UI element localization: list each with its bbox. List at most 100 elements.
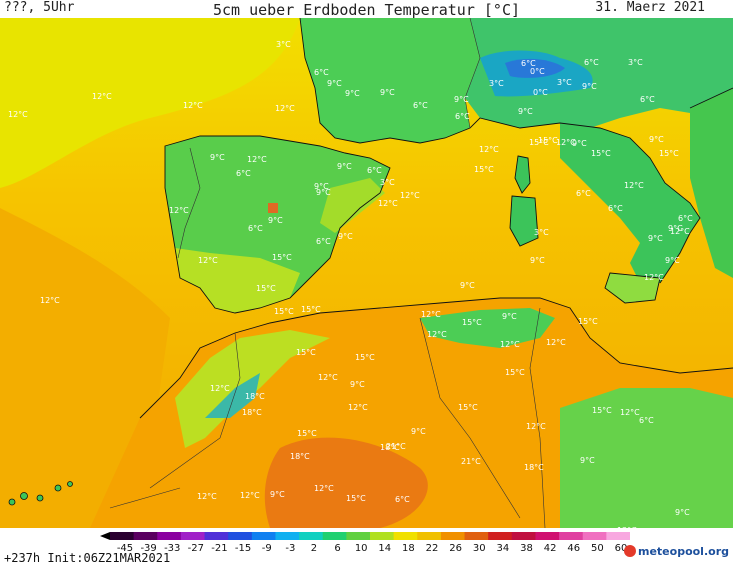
colorbar-segment — [110, 532, 135, 540]
temp-label: 9°C — [518, 107, 533, 116]
colorbar-tick: 2 — [310, 543, 318, 554]
temp-label: 3°C — [628, 58, 643, 67]
temp-label: 6°C — [316, 237, 331, 246]
sardinia-land — [510, 196, 538, 246]
temp-label: 12°C — [670, 227, 690, 236]
temp-label: 15°C — [297, 429, 317, 438]
temp-label: 15°C — [458, 403, 478, 412]
temp-label: 9°C — [350, 380, 365, 389]
colorbar-tick: -3 — [285, 543, 296, 554]
libya-cool-area — [560, 388, 733, 528]
temp-label: 21°C — [461, 457, 481, 466]
temp-label: 6°C — [236, 169, 251, 178]
temp-label: 9°C — [460, 281, 475, 290]
temp-label: 12°C — [644, 273, 664, 282]
temp-label: 12°C — [183, 101, 203, 110]
meteopool-logo[interactable]: meteopool.org — [624, 545, 729, 558]
alps-coldest-area — [505, 58, 565, 78]
temp-label: 9°C — [314, 182, 329, 191]
iberia-hot-spot — [268, 203, 278, 213]
temp-label: 15°C — [578, 317, 598, 326]
temp-label: 3°C — [276, 40, 291, 49]
atlantic-cool-area — [0, 18, 300, 188]
temp-label: 12°C — [427, 330, 447, 339]
colorbar-segment — [251, 532, 276, 540]
temp-label: 6°C — [521, 59, 536, 68]
colorbar-segment — [275, 532, 300, 540]
temp-label: 12°C — [210, 384, 230, 393]
colorbar-segment — [346, 532, 371, 540]
temp-label: 15°C — [256, 284, 276, 293]
temp-label: 12°C — [247, 155, 267, 164]
temp-label: 12°C — [378, 199, 398, 208]
temp-label: 15°C — [659, 149, 679, 158]
temp-label: 15°C — [301, 305, 321, 314]
temp-label: 12°C — [400, 191, 420, 200]
temp-label: 15°C — [592, 406, 612, 415]
temp-label: 18°C — [245, 392, 265, 401]
colorbar-tick: 22 — [425, 543, 439, 554]
temp-label: 15°C — [529, 138, 549, 147]
temp-label: 12°C — [275, 104, 295, 113]
colorbar-segment — [464, 532, 489, 540]
colorbar-segment — [535, 532, 560, 540]
temp-label: 12°C — [620, 408, 640, 417]
temp-label: 9°C — [668, 224, 683, 233]
canary-islands — [8, 481, 73, 506]
colorbar-tick: -15 — [234, 543, 252, 554]
colorbar-segment — [393, 532, 418, 540]
temp-label: 9°C — [268, 216, 283, 225]
temp-label: 9°C — [210, 153, 225, 162]
temp-label: 15°C — [474, 165, 494, 174]
colorbar-tick: 38 — [520, 543, 533, 554]
temp-label: 3°C — [489, 79, 504, 88]
balkan-land — [690, 88, 733, 278]
temp-label: 12°C — [526, 422, 546, 431]
colorbar-segment — [299, 532, 324, 540]
colorbar-tick: 14 — [378, 543, 392, 554]
temp-label: 6°C — [584, 58, 599, 67]
temp-label: 12°C — [8, 110, 28, 119]
temp-label: 12°C — [624, 181, 644, 190]
temp-label: 6°C — [395, 495, 410, 504]
atlas-cold-area — [205, 373, 260, 418]
temp-label: 9°C — [316, 188, 331, 197]
temp-label: 12°C — [318, 373, 338, 382]
sahara-hot-area — [264, 437, 428, 528]
colorbar-segment — [157, 532, 182, 540]
temp-label: 0°C — [530, 67, 545, 76]
temp-label: 12°C — [421, 310, 441, 319]
temp-label: 9°C — [454, 95, 469, 104]
temp-label: 18°C — [242, 408, 262, 417]
logo-dot-icon — [624, 545, 636, 557]
temp-label: 9°C — [675, 508, 690, 517]
temperature-map — [0, 18, 733, 528]
temp-label: 9°C — [270, 490, 285, 499]
colorbar — [100, 532, 630, 540]
temp-label: 15°C — [274, 307, 294, 316]
colorbar-segment — [228, 532, 253, 540]
temp-label: 6°C — [608, 204, 623, 213]
corsica-land — [515, 156, 530, 193]
temp-label: 12°C — [197, 492, 217, 501]
brand-name: meteopool.org — [638, 545, 729, 558]
forecast-date: 31. Maerz 2021 — [595, 0, 705, 15]
france-land — [300, 18, 480, 143]
colorbar-segment — [440, 532, 466, 540]
colorbar-segment — [204, 532, 229, 540]
colorbar-segment — [417, 532, 442, 540]
colorbar-segment — [370, 532, 395, 540]
temp-label: 12°C — [92, 92, 112, 101]
temp-label: 0°C — [533, 88, 548, 97]
colorbar-tick: -33 — [164, 543, 181, 554]
colorbar-tick: 26 — [449, 543, 463, 554]
temp-label: 15°C — [505, 368, 525, 377]
run-label: ???, 5Uhr — [4, 0, 75, 15]
temp-label: 9°C — [411, 427, 426, 436]
colorbar-tick: -45 — [116, 543, 134, 554]
temp-label: 9°C — [648, 234, 663, 243]
temp-label: 6°C — [314, 68, 329, 77]
temp-label: 12°C — [348, 403, 368, 412]
temp-label: 6°C — [367, 166, 382, 175]
alps-land — [465, 18, 733, 128]
